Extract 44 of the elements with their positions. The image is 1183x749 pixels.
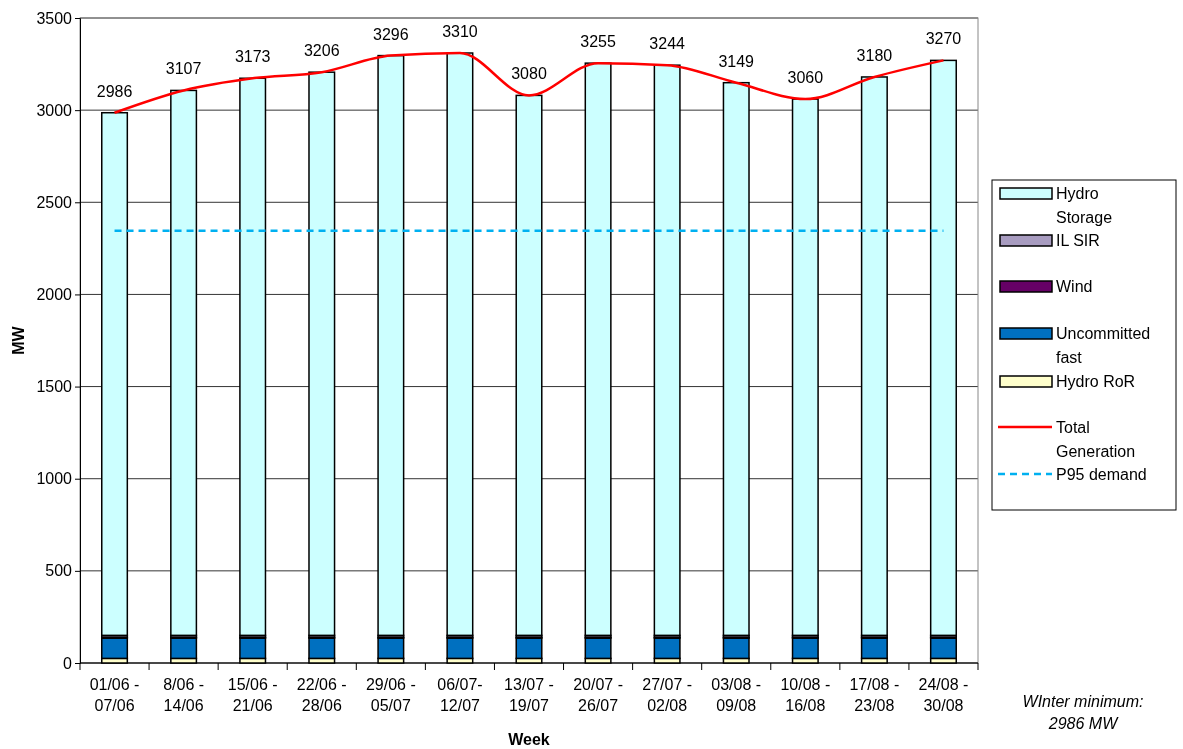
text: WInter minimum: 2986 MW — [1022, 693, 1144, 732]
data-label: 3149 — [718, 52, 755, 70]
data-label: 3080 — [511, 65, 547, 83]
x-tick-label: 17/08 - 23/08 — [849, 676, 900, 714]
legend-label: Total Generation — [1056, 419, 1136, 460]
x-tick-label: 24/08 - 30/08 — [918, 676, 969, 714]
data-label: 3107 — [165, 60, 202, 78]
y-tick-label: 2500 — [36, 193, 73, 211]
legend-label: Hydro RoR — [1056, 373, 1136, 390]
y-tick-label: 1500 — [36, 378, 73, 396]
y-tick-label: 0 — [63, 654, 73, 672]
data-label: 3296 — [373, 25, 409, 43]
data-label: 3270 — [925, 30, 962, 48]
x-tick-label: 01/06 - 07/06 — [89, 676, 140, 714]
x-tick-label: 27/07 - 02/08 — [642, 676, 693, 714]
y-tick-label: 3000 — [36, 101, 73, 119]
x-axis-title: Week — [508, 731, 550, 748]
x-tick-label: 06/07- 12/07 — [437, 676, 483, 714]
x-tick-label: 8/06 - 14/06 — [163, 676, 205, 714]
y-tick-label: 500 — [45, 562, 73, 580]
x-tick-label: 10/08 - 16/08 — [780, 676, 831, 714]
legend-label: IL SIR — [1056, 232, 1100, 249]
legend-label: Uncommitted fast — [1056, 325, 1151, 366]
y-tick-label: 3500 — [36, 9, 73, 27]
x-tick-label: 13/07 - 19/07 — [504, 676, 554, 714]
y-tick-label: 1000 — [36, 470, 73, 488]
x-tick-label: 15/06 - 21/06 — [227, 676, 278, 714]
legend-label: P95 demand — [1056, 466, 1147, 483]
data-label: 3173 — [234, 48, 271, 66]
x-tick-label: 03/08 - 09/08 — [711, 676, 762, 714]
data-label: 3255 — [580, 33, 616, 51]
legend-label: Wind — [1056, 278, 1093, 295]
x-tick-label: 29/06 - 05/07 — [365, 676, 416, 714]
data-label: 3244 — [649, 35, 686, 53]
legend-label: Hydro Storage — [1056, 185, 1113, 226]
data-label: 2986 — [96, 82, 133, 100]
y-tick-label: 2000 — [36, 286, 73, 304]
data-label: 3060 — [787, 69, 824, 87]
data-label: 3180 — [856, 46, 893, 64]
x-tick-label: 22/06 - 28/06 — [296, 676, 347, 714]
y-axis-title: MW — [10, 325, 27, 355]
data-label: 3310 — [442, 23, 478, 41]
data-label: 3206 — [303, 42, 340, 60]
x-tick-label: 20/07 - 26/07 — [573, 676, 623, 714]
